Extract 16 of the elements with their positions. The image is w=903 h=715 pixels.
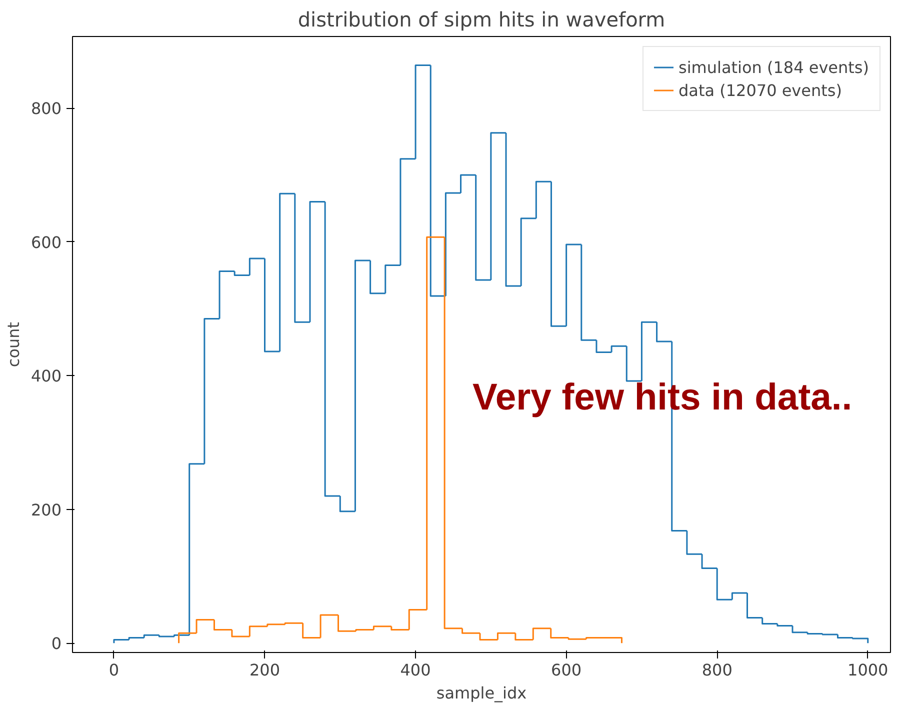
chart-title: distribution of sipm hits in waveform bbox=[298, 8, 666, 32]
legend-label: data (12070 events) bbox=[678, 80, 842, 100]
y-tick-label: 0 bbox=[51, 634, 62, 654]
x-tick-label: 0 bbox=[108, 660, 120, 680]
y-tick-label: 200 bbox=[30, 500, 62, 520]
y-tick-label: 600 bbox=[30, 232, 62, 252]
x-tick-label: 600 bbox=[551, 660, 582, 680]
y-tick-label: 800 bbox=[30, 99, 62, 118]
x-tick-label: 200 bbox=[249, 660, 280, 680]
x-axis-title: sample_idx bbox=[436, 684, 527, 702]
y-tick-label: 400 bbox=[30, 366, 62, 386]
y-axis-title: count bbox=[4, 322, 23, 368]
legend-label: simulation (184 events) bbox=[678, 58, 869, 76]
x-tick-label: 1000 bbox=[848, 660, 888, 680]
x-tick-label: 800 bbox=[702, 660, 732, 680]
x-tick-label: 400 bbox=[400, 660, 431, 680]
